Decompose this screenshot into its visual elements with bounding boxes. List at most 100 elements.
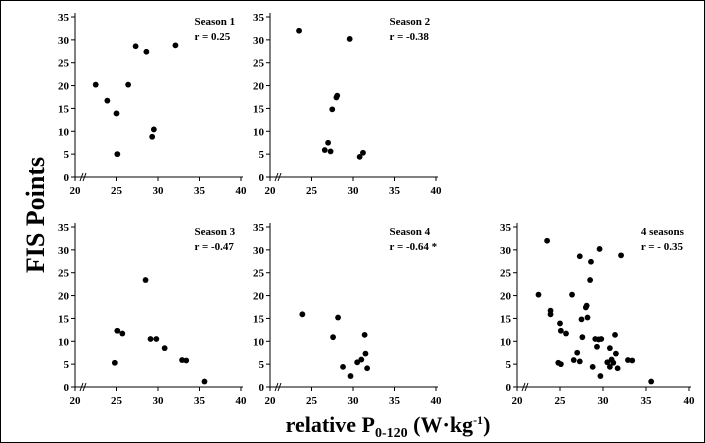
x-tick-label: 20 (512, 395, 524, 407)
data-point (608, 356, 615, 363)
panel-1: 0 5 10 15 20 25 30 35 20 25 30 35 40 Season 1 r = 0.25 (58, 12, 247, 197)
x-tick-label: 20 (70, 395, 82, 407)
y-tick-label: 5 (506, 359, 512, 371)
x-axis-label-sub: 0-120 (375, 426, 408, 441)
panel-2: 0 5 10 15 20 25 30 35 20 25 30 35 40 Season 2 r = -0.3… (253, 12, 442, 197)
data-point (119, 330, 126, 337)
y-tick-label: 20 (58, 81, 70, 93)
data-point (172, 42, 179, 49)
x-tick-label: 30 (598, 395, 610, 407)
panel-4: 0 5 10 15 20 25 30 35 20 25 30 35 40 Season 4 r = -0.6… (253, 222, 442, 407)
data-point (132, 43, 139, 50)
data-point (299, 311, 306, 318)
y-tick-label: 15 (58, 103, 70, 115)
data-point (334, 92, 341, 99)
y-tick-label: 10 (58, 336, 70, 348)
x-tick-label: 35 (389, 395, 401, 407)
x-tick-label: 30 (348, 395, 360, 407)
data-point (584, 314, 591, 321)
y-tick-label: 10 (253, 336, 265, 348)
y-tick-label: 10 (253, 126, 265, 138)
data-point (589, 363, 596, 370)
data-point (347, 373, 354, 379)
panel-annotation-title: Season 3 (195, 226, 236, 238)
x-tick-label: 35 (194, 395, 206, 407)
panel-annotation-title: Season 1 (195, 16, 236, 28)
x-tick-label: 20 (265, 395, 277, 407)
x-tick-label: 25 (111, 395, 123, 407)
data-point (340, 363, 346, 370)
panel-annotation-title: 4 seasons (641, 226, 685, 238)
x-tick-label: 30 (153, 185, 165, 197)
data-point (201, 378, 208, 385)
data-point (588, 258, 594, 265)
axis-break-mark (521, 382, 526, 392)
y-tick-label: 20 (500, 291, 512, 303)
data-point (579, 334, 586, 341)
data-point (142, 277, 149, 283)
data-point (358, 356, 365, 363)
data-point (576, 253, 583, 260)
data-point (606, 363, 613, 370)
x-tick-label: 35 (641, 395, 653, 407)
data-point (335, 314, 341, 321)
x-tick-label: 30 (348, 185, 360, 197)
y-tick-label: 0 (259, 172, 265, 184)
y-tick-label: 35 (58, 222, 70, 234)
panel-annotation-r: r = 0.25 (195, 31, 231, 43)
data-point (325, 139, 331, 146)
axis-break-mark (274, 172, 279, 182)
data-point (557, 320, 563, 327)
data-point (587, 277, 593, 283)
x-tick-label: 35 (389, 185, 401, 197)
y-tick-label: 25 (58, 268, 70, 280)
data-point (113, 110, 120, 117)
y-tick-label: 0 (259, 382, 265, 394)
data-point (594, 343, 600, 350)
data-point (327, 148, 334, 155)
y-tick-label: 5 (259, 359, 265, 371)
data-point (296, 27, 302, 34)
axis-break-mark (79, 172, 84, 182)
data-point (569, 291, 575, 298)
y-tick-label: 15 (58, 313, 70, 325)
data-point (544, 237, 550, 244)
y-axis-label: FIS Points (21, 157, 50, 273)
data-point (360, 149, 366, 156)
data-point (583, 302, 590, 309)
y-tick-label: 25 (500, 268, 512, 280)
data-point (149, 133, 156, 140)
data-point (104, 97, 111, 104)
data-point (629, 357, 636, 364)
y-tick-label: 15 (253, 313, 265, 325)
data-point (346, 36, 353, 42)
data-point (125, 81, 132, 88)
y-tick-label: 30 (58, 245, 70, 257)
data-point (614, 365, 621, 372)
x-tick-label: 40 (684, 395, 696, 407)
y-tick-label: 35 (253, 222, 265, 234)
y-tick-label: 0 (64, 172, 70, 184)
x-tick-label: 20 (265, 185, 277, 197)
y-tick-label: 5 (64, 359, 70, 371)
data-point (604, 359, 611, 366)
y-tick-label: 35 (253, 12, 265, 24)
axis-break-mark (79, 382, 84, 392)
data-point (547, 311, 554, 318)
x-tick-label: 40 (431, 185, 443, 197)
data-point (606, 345, 613, 352)
y-tick-label: 15 (500, 313, 512, 325)
x-axis-label-sup: -1 (473, 413, 483, 427)
data-point (578, 316, 585, 323)
data-point (329, 106, 336, 113)
y-tick-label: 20 (253, 291, 265, 303)
y-tick-label: 10 (500, 336, 512, 348)
data-point (574, 349, 581, 356)
x-tick-label: 40 (236, 185, 248, 197)
data-point (596, 246, 603, 252)
data-point (153, 336, 160, 342)
data-point (625, 357, 631, 363)
data-point (183, 357, 190, 364)
